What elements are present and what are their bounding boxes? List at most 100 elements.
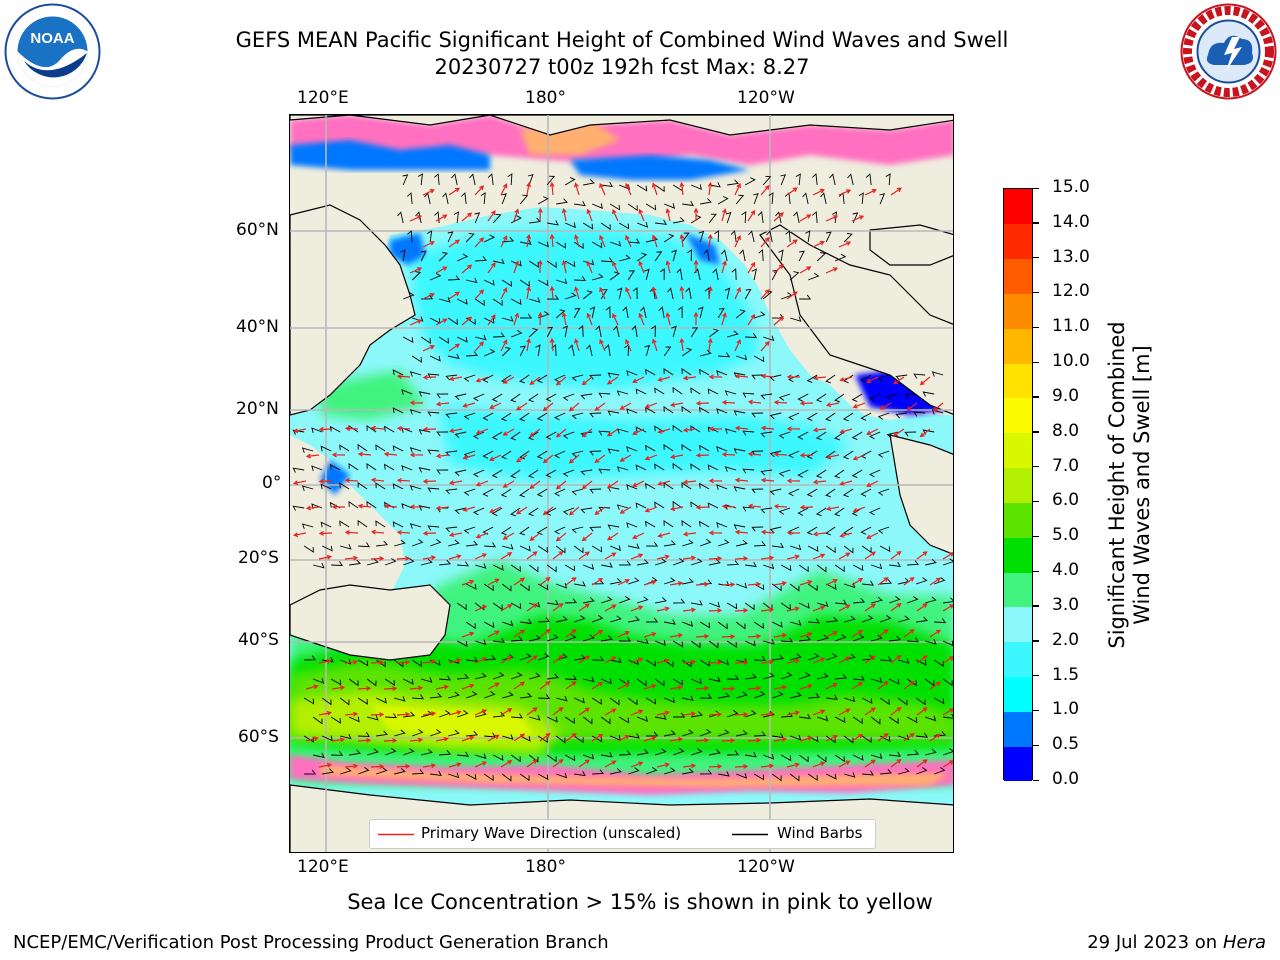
- wind-barb: [733, 524, 746, 530]
- wind-barb: [438, 336, 449, 344]
- wave-arrow: [929, 681, 942, 690]
- map-canvas: [290, 115, 953, 852]
- wind-barb: [349, 559, 362, 566]
- wind-barb: [658, 306, 665, 319]
- wind-barb: [654, 184, 665, 193]
- cyan-region-north: [410, 227, 760, 390]
- wave-arrow: [448, 428, 463, 434]
- wave-arrow: [838, 708, 851, 716]
- wave-arrow: [747, 685, 762, 691]
- wave-arrow: [877, 629, 889, 638]
- colorbar-segment: [1004, 363, 1032, 399]
- wind-barb: [536, 526, 548, 536]
- wave-arrow: [721, 634, 736, 640]
- colorbar-tick-label: 0.0: [1052, 769, 1080, 789]
- wave-arrow: [526, 707, 538, 716]
- wind-barb: [537, 583, 549, 591]
- wind-barb: [825, 773, 837, 780]
- wind-barb: [697, 306, 704, 319]
- wind-barb: [691, 558, 703, 566]
- wind-barb: [394, 729, 406, 737]
- wind-barb: [646, 767, 658, 775]
- wave-arrow: [890, 654, 902, 664]
- wind-barb: [474, 298, 485, 306]
- wave-arrow: [825, 402, 840, 408]
- wind-barb: [616, 287, 623, 300]
- wind-barb: [889, 596, 901, 604]
- colorbar-segment: [1004, 467, 1032, 503]
- wave-arrow: [721, 260, 727, 274]
- wave-arrow: [513, 733, 526, 742]
- wind-barb: [834, 253, 847, 262]
- wind-barb: [754, 541, 767, 547]
- wind-barb: [716, 446, 728, 452]
- wind-barb: [886, 431, 899, 439]
- wave-arrow: [448, 710, 462, 716]
- wind-barb: [456, 253, 469, 262]
- wind-barb: [943, 713, 953, 719]
- wave-arrow: [708, 712, 723, 717]
- wave-arrow: [812, 479, 827, 485]
- wind-barb: [384, 678, 395, 686]
- wind-barb: [322, 657, 334, 663]
- wave-arrow: [606, 428, 619, 437]
- top-tick-120w: 120°W: [737, 88, 795, 108]
- wind-barb: [574, 770, 586, 777]
- wave-arrow: [549, 233, 555, 248]
- wave-arrow: [574, 234, 580, 248]
- wave-arrow: [630, 709, 644, 716]
- colorbar-segment: [1004, 189, 1032, 225]
- wave-arrow: [612, 260, 619, 274]
- wind-barb: [627, 659, 639, 666]
- wave-arrow: [747, 503, 762, 509]
- wind-barb: [879, 193, 886, 205]
- wind-barb: [417, 173, 423, 186]
- wave-arrow: [747, 451, 762, 457]
- wind-barb: [483, 234, 496, 243]
- wind-barb: [475, 256, 488, 262]
- wind-barb: [301, 447, 314, 453]
- wind-barb: [492, 602, 503, 611]
- wind-barb: [806, 526, 818, 536]
- wind-barb: [772, 542, 784, 548]
- wind-barb: [659, 268, 665, 281]
- wind-barb: [780, 564, 792, 572]
- wind-barb: [851, 393, 863, 403]
- wave-arrow: [695, 581, 710, 587]
- wind-barb: [607, 410, 620, 416]
- wind-barb: [885, 173, 891, 186]
- wind-barb: [843, 735, 854, 744]
- wind-barb: [635, 502, 647, 509]
- wind-barb: [466, 691, 478, 699]
- wave-arrow: [370, 425, 385, 431]
- wind-barb: [673, 748, 685, 756]
- wind-barb: [888, 716, 899, 725]
- wave-arrow: [331, 452, 346, 458]
- wave-arrow: [489, 506, 502, 513]
- wave-arrow: [786, 606, 800, 612]
- wind-barb: [769, 488, 782, 496]
- wave-arrow: [539, 681, 551, 690]
- wind-barb: [502, 653, 514, 661]
- wind-barb: [788, 412, 800, 421]
- wind-barb: [757, 211, 764, 224]
- wind-barb: [591, 697, 602, 705]
- wind-barb: [339, 482, 350, 490]
- wind-barb: [600, 222, 611, 231]
- wind-barb: [339, 444, 350, 452]
- wind-barb: [547, 220, 559, 226]
- wind-barb: [664, 730, 676, 737]
- colorbar-tick-label: 14.0: [1052, 211, 1090, 232]
- wind-barb: [700, 539, 712, 547]
- wind-barb: [922, 391, 935, 397]
- wind-barb: [736, 730, 748, 737]
- wind-barb: [725, 211, 732, 224]
- wave-arrow: [487, 682, 500, 690]
- wave-arrow: [489, 402, 502, 409]
- wind-barb: [771, 773, 782, 782]
- wind-barb: [635, 426, 647, 433]
- wind-barb: [609, 271, 620, 281]
- wind-barb: [411, 659, 422, 668]
- wave-arrow: [409, 737, 424, 743]
- wind-barb: [751, 526, 764, 532]
